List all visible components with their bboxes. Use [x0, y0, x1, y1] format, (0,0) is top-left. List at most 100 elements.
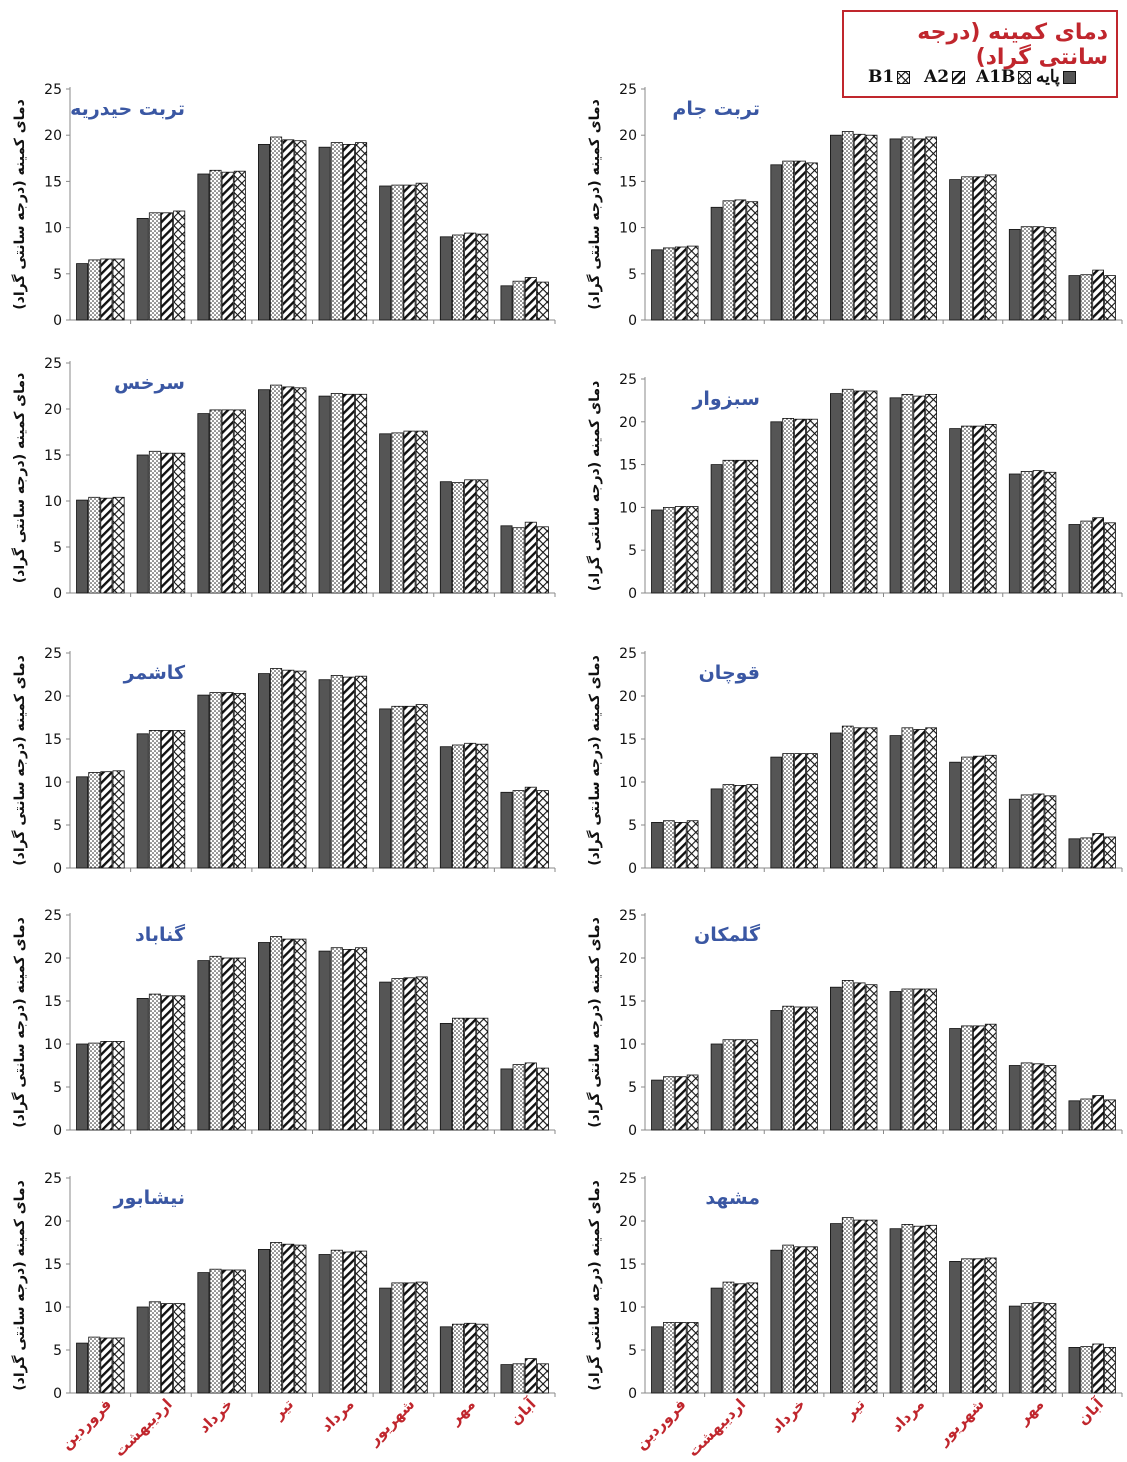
bar-base-2: [710, 206, 723, 321]
bar-a1b-6: [391, 978, 404, 1131]
bar-b1-1: [686, 820, 699, 869]
y-tick-label: 20: [44, 689, 62, 705]
bar-a1b-4: [270, 1242, 283, 1394]
y-tick-label: 20: [44, 1214, 62, 1230]
bar-base-6: [379, 708, 392, 869]
bar-b1-3: [233, 1269, 246, 1394]
bar-a2-5: [913, 729, 926, 869]
bar-a1b-8: [512, 790, 525, 869]
bar-a1b-1: [88, 259, 101, 321]
bar-b1-8: [1104, 522, 1116, 594]
bar-base-7: [439, 481, 452, 594]
bar-base-7: [1008, 1065, 1021, 1131]
bar-base-2: [710, 1043, 723, 1131]
legend-label-b1: B1: [868, 67, 895, 87]
bar-a2-5: [342, 676, 355, 869]
bar-a2-5: [342, 1251, 355, 1394]
bar-a2-2: [160, 452, 173, 594]
chart-title: تربت حیدریه: [70, 98, 185, 120]
bar-b1-4: [294, 938, 307, 1131]
y-tick-label: 0: [628, 1386, 637, 1402]
bar-b1-4: [865, 727, 878, 869]
bar-a2-2: [734, 785, 747, 869]
bar-a2-4: [282, 938, 295, 1131]
bar-base-3: [197, 413, 210, 594]
y-tick-label: 0: [628, 313, 637, 329]
bar-a2-8: [1092, 1095, 1104, 1131]
bar-base-1: [651, 1079, 663, 1131]
bar-a1b-2: [148, 450, 161, 594]
bar-b1-6: [415, 182, 428, 321]
bar-a1b-7: [451, 1323, 464, 1394]
bar-a2-8: [524, 521, 537, 594]
bar-a2-6: [403, 430, 416, 594]
y-tick-label: 0: [53, 1123, 62, 1139]
chart-panel-7: 0 5 10 15 20 25 دمای کمینه (درجه سانتی گراد) گن…: [11, 908, 556, 1139]
bar-base-4: [257, 942, 270, 1131]
bar-b1-7: [476, 233, 489, 321]
y-tick-label: 15: [619, 174, 637, 190]
bar-b1-7: [1044, 227, 1057, 321]
bar-b1-2: [746, 459, 759, 594]
chart-title: قوچان: [699, 662, 760, 684]
bar-a1b-6: [961, 756, 973, 869]
y-axis-label: دمای کمینه (درجه سانتی گراد): [11, 1180, 28, 1391]
x-tick-label: مهر: [1014, 1395, 1048, 1429]
bar-a2-3: [794, 1006, 806, 1131]
bar-a2-7: [464, 742, 477, 869]
bar-base-8: [500, 791, 513, 869]
bar-base-8: [1068, 524, 1081, 594]
bar-a1b-1: [88, 1042, 101, 1131]
bar-a1b-3: [782, 1005, 795, 1131]
bar-base-4: [830, 134, 842, 321]
bar-a1b-1: [663, 506, 675, 594]
bar-b1-7: [476, 1017, 489, 1131]
bar-a2-8: [524, 1062, 537, 1131]
y-tick-label: 25: [619, 646, 637, 662]
y-tick-label: 15: [619, 458, 637, 474]
y-tick-label: 5: [628, 1343, 637, 1359]
x-tick-label: اردیبهشت: [684, 1395, 749, 1460]
bar-a1b-8: [1080, 520, 1093, 594]
bar-base-4: [830, 732, 842, 869]
x-tick-label: تیر: [840, 1395, 868, 1423]
bar-a2-3: [794, 418, 806, 594]
bar-b1-7: [1044, 471, 1057, 594]
bar-a2-8: [1092, 833, 1104, 869]
bar-a1b-3: [209, 409, 222, 594]
bar-a1b-7: [1020, 1062, 1033, 1131]
bar-a2-7: [1032, 226, 1045, 321]
x-tick-label: شهریور: [364, 1395, 418, 1449]
bar-b1-5: [925, 727, 938, 869]
bar-b1-8: [1104, 836, 1116, 869]
bar-a2-5: [913, 988, 926, 1131]
bar-b1-2: [173, 210, 186, 321]
bar-base-8: [500, 1068, 513, 1131]
bar-base-3: [770, 164, 783, 321]
y-tick-label: 0: [53, 313, 62, 329]
bar-a2-5: [342, 143, 355, 321]
y-axis-label: دمای کمینه (درجه سانتی گراد): [11, 99, 28, 310]
bar-b1-8: [536, 790, 549, 869]
bar-base-6: [379, 433, 392, 594]
bar-base-3: [770, 1010, 783, 1131]
bar-a1b-2: [148, 212, 161, 321]
chart-title: سرخس: [114, 372, 185, 394]
bar-b1-4: [865, 390, 878, 594]
y-axis-label: دمای کمینه (درجه سانتی گراد): [586, 1180, 603, 1391]
y-tick-label: 5: [628, 818, 637, 834]
bar-a2-1: [674, 1322, 687, 1394]
bar-base-1: [76, 1342, 89, 1394]
chart-panel-4: 0 5 10 15 20 25 دمای کمینه (درجه سانتی گراد) سب…: [586, 372, 1123, 602]
y-tick-label: 0: [53, 1386, 62, 1402]
bar-a2-7: [1032, 793, 1045, 869]
bar-b1-6: [415, 704, 428, 869]
y-tick-label: 15: [44, 732, 62, 748]
y-tick-label: 10: [619, 775, 637, 791]
bar-base-8: [1068, 1100, 1081, 1131]
x-tick-label: اردیبهشت: [111, 1395, 176, 1460]
bar-base-6: [379, 185, 392, 321]
bar-a2-7: [1032, 1302, 1045, 1394]
bar-a1b-4: [841, 725, 854, 869]
y-tick-label: 5: [53, 267, 62, 283]
